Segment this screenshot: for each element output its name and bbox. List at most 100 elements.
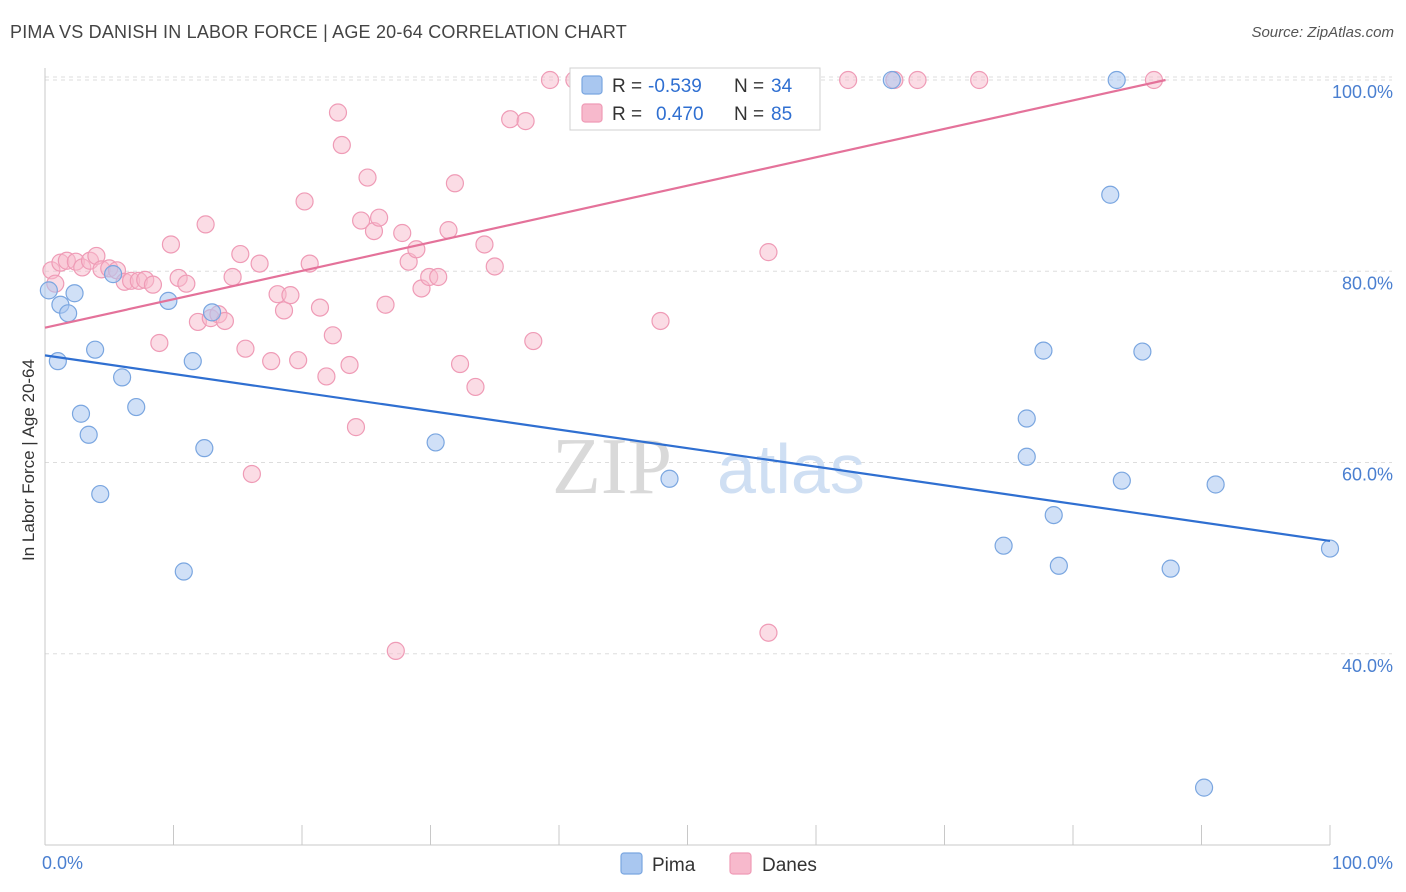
grid <box>45 76 1392 655</box>
legend-danes-r-value: 0.470 <box>656 104 704 125</box>
danes-point <box>466 377 485 397</box>
danes-point <box>281 286 300 305</box>
danes-point <box>352 211 371 230</box>
pima-point <box>1107 70 1126 90</box>
danes-point <box>839 70 858 90</box>
series-legend: Pima Danes <box>620 852 817 876</box>
stats-legend: R = -0.539 N = 34 R = 0.470 N = 85 <box>569 67 821 131</box>
danes-point <box>196 215 215 234</box>
danes-point <box>274 301 294 320</box>
trend-lines <box>44 78 1331 543</box>
danes-point <box>223 267 242 287</box>
danes-point <box>295 192 314 211</box>
series-legend-swatch-danes <box>729 852 752 875</box>
danes-point <box>143 275 163 294</box>
danes-point <box>386 641 405 660</box>
danes-point <box>310 298 330 317</box>
x-tick-label: 0.0% <box>42 853 83 873</box>
danes-point <box>328 103 348 122</box>
danes-point <box>450 354 470 374</box>
axes <box>44 68 1331 846</box>
pima-point <box>39 281 58 300</box>
pima-point <box>1133 342 1152 361</box>
danes-point <box>346 418 366 437</box>
danes-point <box>215 311 234 331</box>
pima-point <box>1049 556 1068 575</box>
danes-point <box>445 174 465 193</box>
pima-point <box>174 562 193 581</box>
danes-point <box>250 254 269 273</box>
danes-trend-line <box>44 78 1166 329</box>
pima-point <box>1194 778 1214 797</box>
legend-swatch-pima <box>581 75 603 95</box>
danes-point <box>540 70 560 90</box>
x-tick-labels: 0.0% 100.0% <box>42 853 1393 873</box>
danes-point <box>970 70 989 90</box>
pima-point <box>1017 447 1036 466</box>
pima-point <box>71 404 91 423</box>
danes-point <box>370 208 389 227</box>
danes-point <box>651 311 670 331</box>
danes-point <box>289 351 308 370</box>
danes-point <box>516 112 535 131</box>
pima-point <box>48 352 67 371</box>
source-note: Source: ZipAtlas.com <box>1251 24 1394 41</box>
series-legend-swatch-pima <box>620 852 643 875</box>
pima-point <box>104 265 123 284</box>
danes-point <box>242 464 261 484</box>
danes-point <box>236 339 255 358</box>
danes-point <box>340 355 359 375</box>
danes-points <box>42 70 1164 660</box>
y-tick-label: 40.0% <box>1342 656 1393 676</box>
pima-point <box>65 284 84 303</box>
pima-point <box>91 484 110 504</box>
danes-point <box>150 333 169 353</box>
danes-point <box>161 235 181 254</box>
legend-pima-n-value: 34 <box>771 76 793 97</box>
danes-point <box>393 223 412 243</box>
pima-point <box>1101 185 1120 204</box>
pima-point <box>112 368 132 387</box>
x-tick-label: 100.0% <box>1332 853 1393 873</box>
danes-point <box>485 257 504 276</box>
danes-point <box>1144 70 1164 90</box>
danes-point <box>376 295 395 314</box>
pima-point <box>1044 505 1063 525</box>
pima-point <box>1206 475 1225 494</box>
legend-danes-r-label: R = <box>612 104 642 125</box>
y-tick-label: 100.0% <box>1332 82 1393 102</box>
danes-point <box>759 243 778 262</box>
pima-trend-line <box>44 354 1331 543</box>
legend-pima-r-value: -0.539 <box>648 76 702 97</box>
chart-title: PIMA VS DANISH IN LABOR FORCE | AGE 20-6… <box>10 22 627 42</box>
pima-point <box>79 425 98 444</box>
pima-point <box>660 469 679 488</box>
pima-points <box>39 70 1340 797</box>
pima-point <box>183 352 202 371</box>
pima-point <box>1017 409 1036 428</box>
y-tick-label: 60.0% <box>1342 465 1393 485</box>
pima-point <box>1112 471 1131 490</box>
danes-point <box>501 110 520 129</box>
legend-pima-r-label: R = <box>612 76 642 97</box>
legend-danes-n-label: N = <box>734 104 764 125</box>
series-legend-danes: Danes <box>762 855 817 876</box>
stats-legend-box <box>569 67 821 131</box>
pima-point <box>882 70 901 90</box>
legend-swatch-danes <box>581 103 603 123</box>
legend-danes-n-value: 85 <box>771 104 792 125</box>
pima-point <box>202 303 222 322</box>
series-legend-pima: Pima <box>652 855 696 876</box>
danes-point <box>475 235 494 254</box>
danes-point <box>262 352 281 371</box>
pima-point <box>86 340 105 359</box>
pima-point <box>1161 559 1180 578</box>
danes-point <box>177 274 196 293</box>
pima-point <box>1034 341 1053 360</box>
y-axis-label: In Labor Force | Age 20-64 <box>19 359 38 561</box>
y-tick-label: 80.0% <box>1342 273 1393 293</box>
danes-point <box>759 623 778 642</box>
pima-point <box>1320 539 1340 558</box>
pima-point <box>127 397 146 417</box>
